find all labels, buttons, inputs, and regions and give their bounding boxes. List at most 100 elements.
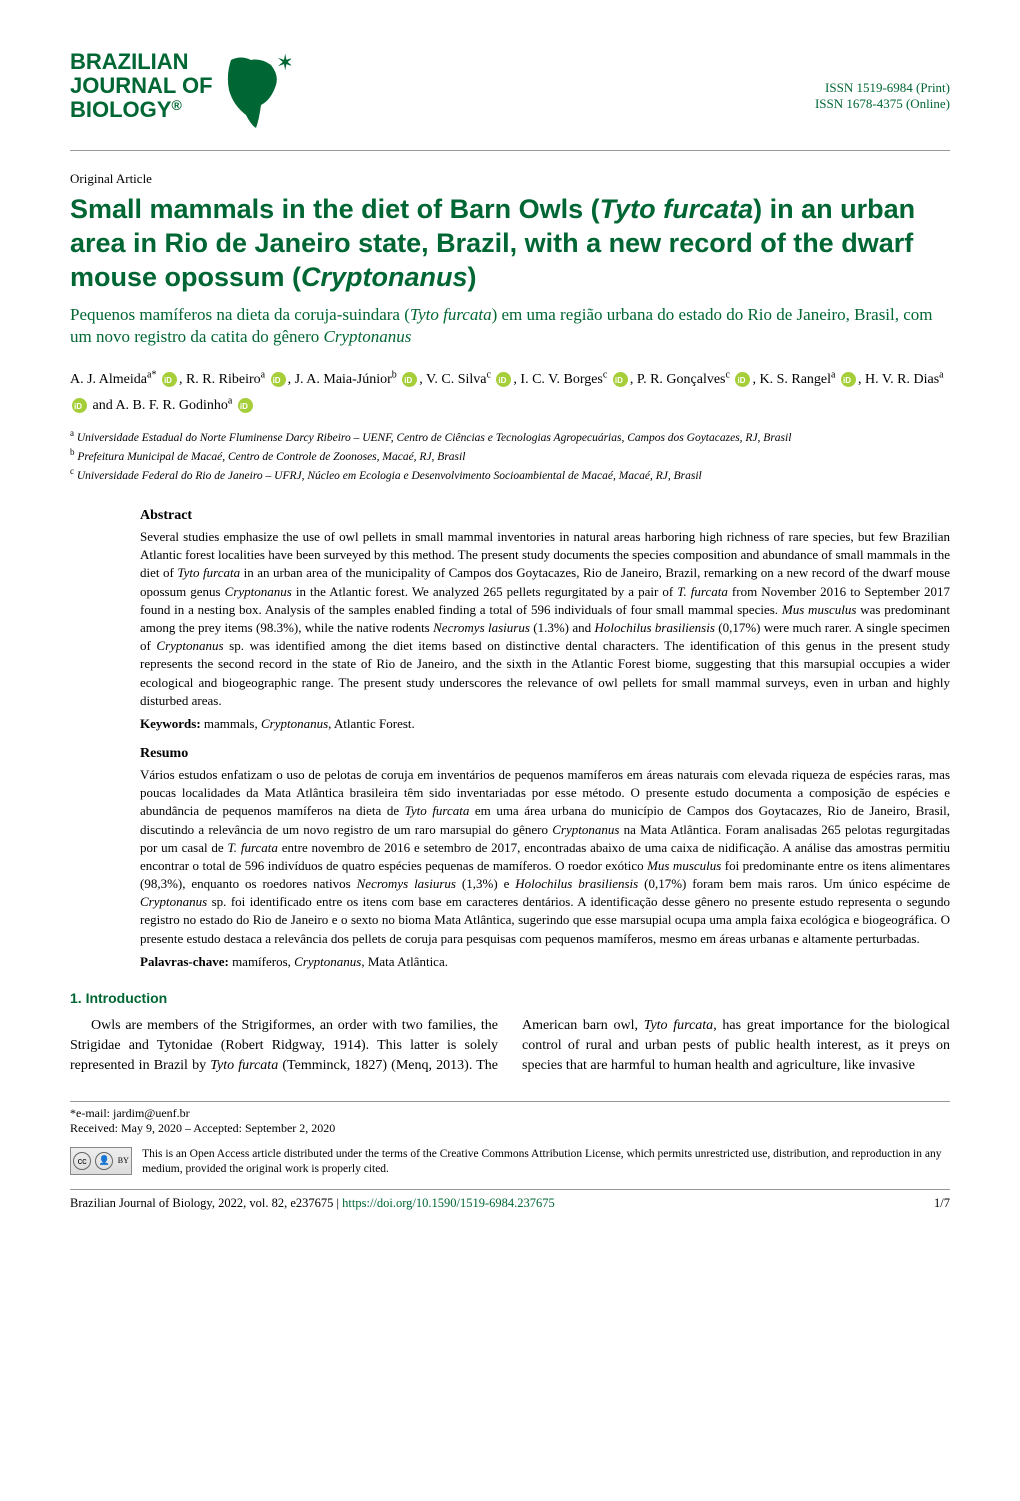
italic-term: Holochilus brasiliensis (515, 876, 638, 891)
italic-term: Mus musculus (647, 858, 721, 873)
email-label: *e-mail: (70, 1106, 113, 1120)
keywords-label-pt: Palavras-chave: (140, 954, 229, 969)
journal-name-line1: BRAZILIAN (70, 50, 213, 74)
author: , V. C. Silvac (419, 372, 494, 387)
keywords-post-en: , Atlantic Forest. (328, 716, 415, 731)
issn-block: ISSN 1519-6984 (Print) ISSN 1678-4375 (O… (815, 50, 950, 112)
italic-term: Cryptonanus (225, 584, 292, 599)
author: and A. B. F. R. Godinhoa (89, 398, 236, 413)
keywords-label-en: Keywords: (140, 716, 201, 731)
orcid-icon[interactable] (735, 372, 750, 387)
author: , J. A. Maia-Júniorb (288, 372, 401, 387)
italic-term: Tyto furcata (405, 803, 470, 818)
abstract-heading-pt: Resumo (140, 746, 950, 762)
abstract-text-pt: Vários estudos enfatizam o uso de pelota… (140, 766, 950, 948)
text-run: sp. was identified among the diet items … (140, 638, 950, 708)
body-text: Owls are members of the Strigiformes, an… (70, 1016, 950, 1077)
issn-print: ISSN 1519-6984 (Print) (815, 80, 950, 96)
page-footer: Brazilian Journal of Biology, 2022, vol.… (70, 1189, 950, 1211)
article-type: Original Article (70, 171, 950, 187)
orcid-icon[interactable] (72, 398, 87, 413)
author: A. J. Almeidaa* (70, 372, 160, 387)
subtitle-ital2: Cryptonanus (324, 327, 412, 346)
text-run: (1.3%) and (530, 620, 595, 635)
italic-term: Mus musculus (782, 602, 857, 617)
keywords-ital-en: Cryptonanus (261, 716, 328, 731)
svg-text:✶: ✶ (276, 50, 291, 75)
text-run: in the Atlantic forest. We analyzed 265 … (292, 584, 677, 599)
orcid-icon[interactable] (162, 372, 177, 387)
citation: Brazilian Journal of Biology, 2022, vol.… (70, 1196, 555, 1211)
italic-term: Necromys lasiurus (433, 620, 530, 635)
author: , H. V. R. Diasa (858, 372, 944, 387)
title-pre: Small mammals in the diet of Barn Owls ( (70, 194, 600, 224)
keywords-pt: Palavras-chave: mamíferos, Cryptonanus, … (140, 954, 950, 970)
title-post: ) (468, 262, 477, 292)
italic-term: Tyto furcata (177, 565, 240, 580)
journal-name: BRAZILIAN JOURNAL OF BIOLOGY® (70, 50, 213, 123)
orcid-icon[interactable] (613, 372, 628, 387)
affiliation: b Prefeitura Municipal de Macaé, Centro … (70, 446, 950, 465)
orcid-icon[interactable] (402, 372, 417, 387)
orcid-icon[interactable] (496, 372, 511, 387)
journal-map-icon: ✶ (221, 50, 291, 130)
italic-term: Cryptonanus (140, 894, 207, 909)
italic-term: Cryptonanus (156, 638, 223, 653)
correspondence: *e-mail: jardim@uenf.br Received: May 9,… (70, 1106, 950, 1137)
p1-ital: Tyto furcata (210, 1058, 278, 1073)
doi-link[interactable]: https://doi.org/10.1590/1519-6984.237675 (342, 1196, 555, 1210)
by-label: BY (118, 1156, 129, 1165)
keywords-ital-pt: Cryptonanus (294, 954, 361, 969)
orcid-icon[interactable] (271, 372, 286, 387)
email: jardim@uenf.br (113, 1106, 190, 1120)
article-title: Small mammals in the diet of Barn Owls (… (70, 193, 950, 294)
text-run: (0,17%) foram bem mais raros. Um único e… (638, 876, 950, 891)
p1-ital2: Tyto furcata (644, 1018, 713, 1033)
intro-paragraph: Owls are members of the Strigiformes, an… (70, 1016, 950, 1077)
author: , R. R. Ribeiroa (179, 372, 269, 387)
page-header: BRAZILIAN JOURNAL OF BIOLOGY® ✶ ISSN 151… (70, 50, 950, 151)
subtitle-pre: Pequenos mamíferos na dieta da coruja-su… (70, 305, 410, 324)
abstract-english: Abstract Several studies emphasize the u… (70, 508, 950, 970)
author: , I. C. V. Borgesc (513, 372, 610, 387)
title-ital1: Tyto furcata (600, 194, 754, 224)
italic-term: T. furcata (677, 584, 728, 599)
license-text: This is an Open Access article distribut… (142, 1147, 950, 1177)
title-ital2: Cryptonanus (301, 262, 468, 292)
affiliation: a Universidade Estadual do Norte Flumine… (70, 427, 950, 446)
article-subtitle: Pequenos mamíferos na dieta da coruja-su… (70, 304, 950, 348)
license-row: cc 👤 BY This is an Open Access article d… (70, 1147, 950, 1177)
text-run: sp. foi identificado entre os itens com … (140, 894, 950, 945)
italic-term: T. furcata (228, 840, 278, 855)
trademark: ® (171, 97, 181, 113)
orcid-icon[interactable] (238, 398, 253, 413)
page-number: 1/7 (934, 1196, 950, 1211)
keywords-en: Keywords: mammals, Cryptonanus, Atlantic… (140, 716, 950, 732)
issn-online: ISSN 1678-4375 (Online) (815, 96, 950, 112)
footer-separator: *e-mail: jardim@uenf.br Received: May 9,… (70, 1101, 950, 1177)
italic-term: Cryptonanus (552, 822, 619, 837)
keywords-pre-en: mammals, (201, 716, 261, 731)
abstract-heading-en: Abstract (140, 508, 950, 524)
keywords-pre-pt: mamíferos, (229, 954, 294, 969)
text-run: (1,3%) e (456, 876, 515, 891)
citation-pre: Brazilian Journal of Biology, 2022, vol.… (70, 1196, 342, 1210)
subtitle-ital1: Tyto furcata (410, 305, 492, 324)
cc-badge-icon: cc 👤 BY (70, 1147, 132, 1175)
by-icon: 👤 (95, 1152, 113, 1170)
abstract-text-en: Several studies emphasize the use of owl… (140, 528, 950, 710)
journal-name-line2: JOURNAL OF (70, 74, 213, 98)
italic-term: Necromys lasiurus (357, 876, 456, 891)
italic-term: Holochilus brasiliensis (595, 620, 715, 635)
author: , K. S. Rangela (752, 372, 839, 387)
cc-icon: cc (73, 1152, 91, 1170)
authors-list: A. J. Almeidaa* , R. R. Ribeiroa , J. A.… (70, 366, 950, 417)
journal-logo: BRAZILIAN JOURNAL OF BIOLOGY® ✶ (70, 50, 291, 130)
dates: Received: May 9, 2020 – Accepted: Septem… (70, 1121, 335, 1135)
journal-name-line3: BIOLOGY (70, 97, 171, 122)
orcid-icon[interactable] (841, 372, 856, 387)
affiliations: a Universidade Estadual do Norte Flumine… (70, 427, 950, 484)
author: , P. R. Gonçalvesc (630, 372, 734, 387)
keywords-post-pt: , Mata Atlântica. (361, 954, 448, 969)
affiliation: c Universidade Federal do Rio de Janeiro… (70, 465, 950, 484)
